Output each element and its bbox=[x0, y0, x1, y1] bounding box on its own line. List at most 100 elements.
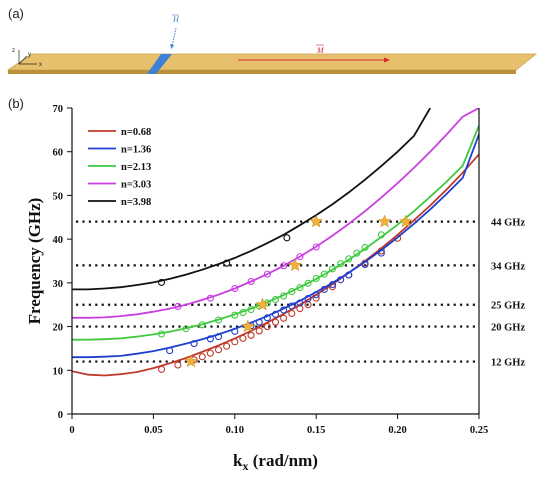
x-tick-label-4: 0.20 bbox=[388, 425, 406, 436]
magnetization-m-label: M bbox=[316, 46, 325, 55]
series-3-marker bbox=[247, 277, 255, 286]
series-4-marker bbox=[223, 259, 231, 267]
series-0-marker bbox=[198, 353, 206, 361]
series-2-marker bbox=[304, 279, 312, 287]
series-1-marker bbox=[296, 299, 304, 307]
series-1-marker bbox=[312, 291, 320, 299]
y-tick-label-60: 60 bbox=[53, 148, 64, 159]
series-0-marker bbox=[223, 342, 231, 350]
series-layer bbox=[72, 108, 479, 377]
series-3-marker bbox=[174, 302, 182, 311]
series-1-marker bbox=[377, 249, 385, 257]
x-tick-label-0: 0 bbox=[69, 425, 74, 436]
series-line-4 bbox=[72, 108, 431, 291]
y-tick-label-40: 40 bbox=[53, 235, 64, 246]
series-1-marker bbox=[345, 271, 353, 279]
series-0-marker bbox=[214, 346, 223, 354]
magnetization-m-arrowhead bbox=[384, 57, 390, 63]
series-0-marker bbox=[206, 349, 214, 357]
series-line-0 bbox=[72, 153, 479, 377]
reference-line-label-44: 44 GHz bbox=[491, 218, 525, 229]
series-0-marker bbox=[247, 331, 255, 339]
series-0-marker bbox=[255, 327, 263, 335]
series-1-marker bbox=[166, 347, 174, 355]
series-line-2 bbox=[72, 125, 479, 341]
series-1-marker bbox=[288, 302, 296, 310]
x-tick-label-1: 0.05 bbox=[144, 425, 162, 436]
series-0-marker bbox=[231, 338, 239, 346]
series-0-marker bbox=[174, 361, 182, 369]
series-2-marker bbox=[377, 231, 385, 239]
intersection-star bbox=[398, 214, 413, 228]
series-3-marker bbox=[263, 270, 271, 278]
series-2-marker bbox=[337, 260, 345, 268]
x-axis-title-symbol: k bbox=[233, 451, 243, 470]
axis-x-label: x bbox=[39, 62, 42, 68]
series-1-marker bbox=[361, 260, 369, 269]
series-2-marker bbox=[271, 295, 280, 304]
series-3-marker bbox=[206, 294, 214, 302]
y-tick-label-30: 30 bbox=[53, 279, 64, 290]
series-2-marker bbox=[214, 316, 223, 324]
reference-line-label-25: 25 GHz bbox=[491, 301, 525, 312]
magnetic-strip-slab bbox=[6, 53, 538, 71]
x-tick-label-5: 0.25 bbox=[470, 425, 488, 436]
series-1-marker bbox=[214, 333, 223, 341]
series-4-marker bbox=[283, 234, 291, 242]
axis-z-label: z bbox=[12, 48, 15, 54]
series-2-marker bbox=[328, 265, 337, 273]
y-axis-title: Frequency (GHz) bbox=[25, 198, 44, 325]
series-2-marker bbox=[182, 325, 190, 333]
series-4-marker bbox=[157, 278, 166, 286]
legend-label-2: n=2.13 bbox=[121, 162, 151, 173]
field-h-arrowhead bbox=[170, 44, 174, 49]
series-1-marker bbox=[337, 276, 345, 284]
x-axis-title-unit: (rad/nm) bbox=[249, 451, 318, 470]
series-0-marker bbox=[394, 234, 402, 242]
coordinate-axes: z y x bbox=[12, 48, 42, 68]
intersection-star bbox=[184, 354, 198, 368]
legend-label-4: n=3.98 bbox=[121, 197, 151, 208]
series-0-marker bbox=[296, 305, 304, 313]
series-line-3 bbox=[72, 108, 479, 319]
series-2-marker bbox=[361, 243, 369, 251]
panel-b-label: (b) bbox=[8, 96, 24, 111]
legend: n=0.68 n=1.36 n=2.13 n=3.03 n=3.98 bbox=[88, 127, 151, 208]
series-0-marker bbox=[263, 323, 271, 331]
series-0-marker bbox=[377, 247, 385, 255]
series-0-marker bbox=[271, 318, 280, 326]
series-1-marker bbox=[231, 327, 239, 335]
series-1-marker bbox=[255, 318, 263, 326]
series-0-marker bbox=[312, 294, 320, 302]
series-1-marker bbox=[263, 314, 271, 322]
series-2-marker bbox=[296, 284, 304, 292]
x-axis-title: kx (rad/nm) bbox=[233, 451, 318, 473]
y-tick-label-10: 10 bbox=[53, 366, 64, 377]
series-2-marker bbox=[198, 321, 206, 329]
reference-line-label-12: 12 GHz bbox=[491, 358, 525, 369]
x-tick-label-2: 0.10 bbox=[226, 425, 244, 436]
series-2-marker bbox=[231, 311, 239, 319]
intersection-star bbox=[377, 214, 392, 228]
dispersion-chart: 12 GHz 20 GHz 25 GHz 34 GHz 44 GHz 0 10 20 30 40 5… bbox=[25, 104, 525, 473]
series-2-marker bbox=[247, 305, 255, 314]
series-2-marker bbox=[157, 330, 166, 338]
x-axis-title-subscript: x bbox=[243, 459, 249, 473]
series-2-marker bbox=[345, 255, 353, 263]
y-tick-label-20: 20 bbox=[53, 323, 64, 334]
series-1-marker bbox=[280, 306, 288, 314]
y-tick-label-0: 0 bbox=[58, 410, 63, 421]
intersection-star bbox=[255, 297, 270, 311]
series-1-marker bbox=[190, 340, 198, 348]
series-2-marker bbox=[280, 292, 288, 300]
series-1-marker bbox=[304, 295, 312, 303]
series-1-marker bbox=[328, 281, 337, 289]
series-0-marker bbox=[288, 309, 296, 318]
legend-label-3: n=3.03 bbox=[121, 180, 151, 191]
y-tick-label-50: 50 bbox=[53, 191, 64, 202]
reference-line-label-20: 20 GHz bbox=[491, 323, 525, 334]
intersection-star bbox=[240, 319, 255, 333]
series-3-marker bbox=[280, 262, 288, 270]
series-2-marker bbox=[320, 270, 328, 278]
